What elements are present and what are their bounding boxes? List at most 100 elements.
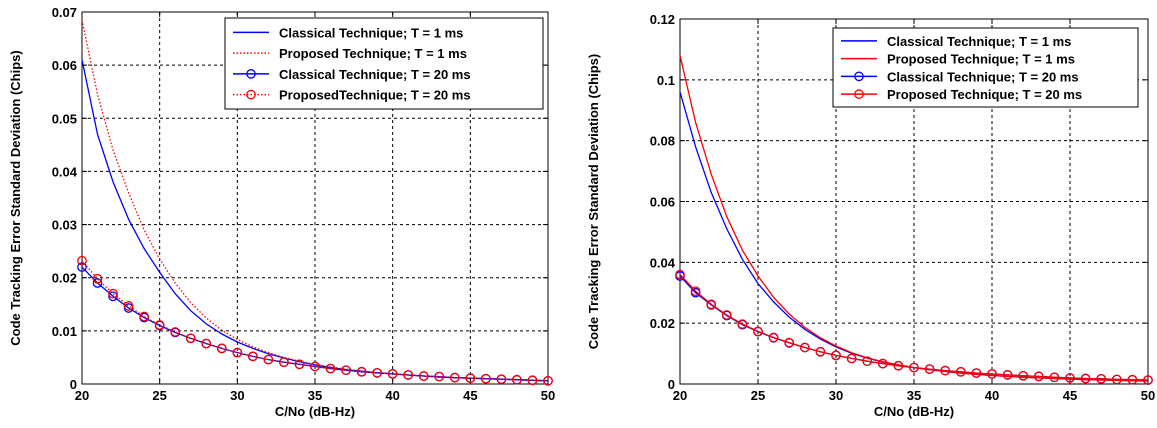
series-marker-3	[279, 357, 289, 368]
series-marker-3	[1096, 373, 1107, 384]
series-marker-3	[139, 311, 149, 322]
series-marker-3	[1080, 373, 1091, 384]
series-marker-3	[77, 255, 87, 266]
series-marker-3	[924, 364, 935, 374]
y-tick-label: 0.06	[650, 195, 675, 210]
x-axis-label: C/No (dB-Hz)	[874, 404, 954, 419]
series-marker-3	[387, 369, 398, 379]
y-tick-label: 0.06	[52, 58, 77, 73]
series-marker-3	[263, 354, 274, 365]
series-marker-3	[1111, 374, 1122, 385]
series-marker-3	[721, 310, 732, 320]
series-marker-3	[232, 347, 243, 358]
series-marker-3	[1002, 370, 1013, 380]
y-tick-label: 0.08	[650, 134, 675, 149]
x-tick-label: 45	[463, 388, 477, 403]
series-marker-3	[216, 343, 227, 354]
x-tick-label: 30	[829, 388, 843, 403]
series-marker-3	[248, 351, 258, 362]
series-marker-3	[955, 366, 966, 377]
series-marker-3	[294, 359, 305, 370]
y-tick-label: 0.1	[657, 73, 675, 88]
chart-left: 20 25 30 35 40 45 50 0 0.01 0.02 0.03 0.04 0.05 0.06 0…	[8, 5, 555, 419]
x-tick-label: 40	[985, 388, 999, 403]
series-marker-3	[170, 327, 181, 337]
x-tick-label: 35	[308, 388, 322, 403]
chart-right: 20 25 30 35 40 45 50 0 0.02 0.04 0.06 0.08 0.1 0.12 C/…	[586, 12, 1155, 419]
x-tick-label: 25	[152, 388, 166, 403]
series-marker-3	[1033, 371, 1044, 382]
series-marker-3	[403, 370, 414, 380]
legend-entry-3: ProposedTechnique; T = 20 ms	[279, 88, 471, 103]
y-tick-label: 0.01	[52, 324, 77, 339]
x-tick-label: 30	[230, 388, 244, 403]
series-marker-3	[341, 365, 351, 376]
y-tick-label: 0.04	[52, 164, 78, 179]
legend-entry-1: Proposed Technique; T = 1 ms	[279, 46, 467, 61]
series-marker-3	[449, 372, 460, 383]
legend: Classical Technique; T = 1 ms Proposed Te…	[832, 27, 1139, 108]
series-marker-3	[481, 373, 491, 384]
y-axis-label: Code Tracking Error Standard Deviation (…	[586, 54, 601, 349]
series-marker-3	[108, 288, 118, 299]
axes-frame	[81, 11, 549, 385]
series-marker-3	[1049, 372, 1060, 383]
legend-entry-2: Classical Technique; T = 20 ms	[279, 67, 471, 82]
legend-entry-1: Proposed Technique; T = 1 ms	[887, 52, 1075, 67]
series-marker-3	[185, 333, 196, 344]
series-marker-3	[356, 366, 367, 377]
series-marker-3	[877, 358, 888, 369]
legend-marker-2	[246, 69, 256, 79]
series-marker-3	[1143, 375, 1153, 385]
series-marker-3	[940, 365, 951, 376]
series-marker-3	[815, 346, 826, 357]
y-axis-label: Code Tracking Error Standard Deviation (…	[8, 50, 23, 345]
series-marker-3	[1127, 374, 1138, 385]
series-marker-3	[893, 360, 904, 371]
series-marker-3	[512, 374, 522, 385]
series-marker-3	[690, 286, 701, 297]
series-marker-3	[465, 373, 476, 384]
series-marker-3	[527, 375, 538, 386]
series-marker-3	[154, 320, 165, 330]
x-tick-label: 25	[751, 388, 765, 403]
y-tick-label: 0.02	[650, 316, 675, 331]
series-marker-3	[543, 375, 553, 386]
series-marker-3	[1065, 373, 1075, 383]
y-tick-label: 0	[668, 377, 675, 392]
series-marker-2	[92, 278, 103, 288]
series-marker-3	[706, 299, 717, 310]
series-marker-3	[909, 362, 919, 373]
x-axis-label: C/No (dB-Hz)	[275, 404, 355, 419]
series-marker-3	[1018, 370, 1029, 381]
series-marker-3	[987, 369, 997, 379]
y-tick-label: 0.07	[52, 5, 77, 20]
legend-marker-2	[854, 71, 864, 82]
y-tick-label: 0.12	[650, 12, 675, 27]
series-line-3	[81, 260, 549, 382]
legend-entry-0: Classical Technique; T = 1 ms	[887, 34, 1071, 49]
axes-frame	[679, 18, 1149, 385]
series-marker-2	[77, 262, 87, 272]
x-tick-label: 20	[673, 388, 687, 403]
series-marker-3	[862, 356, 873, 367]
x-tick-label: 40	[385, 388, 399, 403]
x-tick-label: 50	[541, 388, 555, 403]
legend-entry-2: Classical Technique; T = 20 ms	[887, 69, 1079, 84]
series-marker-3	[310, 361, 320, 372]
legend-box	[224, 17, 544, 110]
y-tick-label: 0.03	[52, 218, 77, 233]
series-marker-3	[434, 371, 445, 382]
x-tick-label: 50	[1141, 388, 1155, 403]
series-marker-3	[846, 353, 857, 364]
series-marker-3	[737, 319, 748, 329]
series-marker-3	[496, 374, 507, 385]
series-marker-3	[971, 368, 982, 378]
series-marker-3	[784, 337, 795, 348]
series-marker-3	[325, 363, 336, 374]
series-marker-3	[753, 326, 763, 337]
series-marker-3	[418, 371, 429, 381]
series-marker-3	[675, 269, 685, 280]
series-line-3	[679, 274, 1149, 381]
series-marker-3	[201, 338, 212, 349]
